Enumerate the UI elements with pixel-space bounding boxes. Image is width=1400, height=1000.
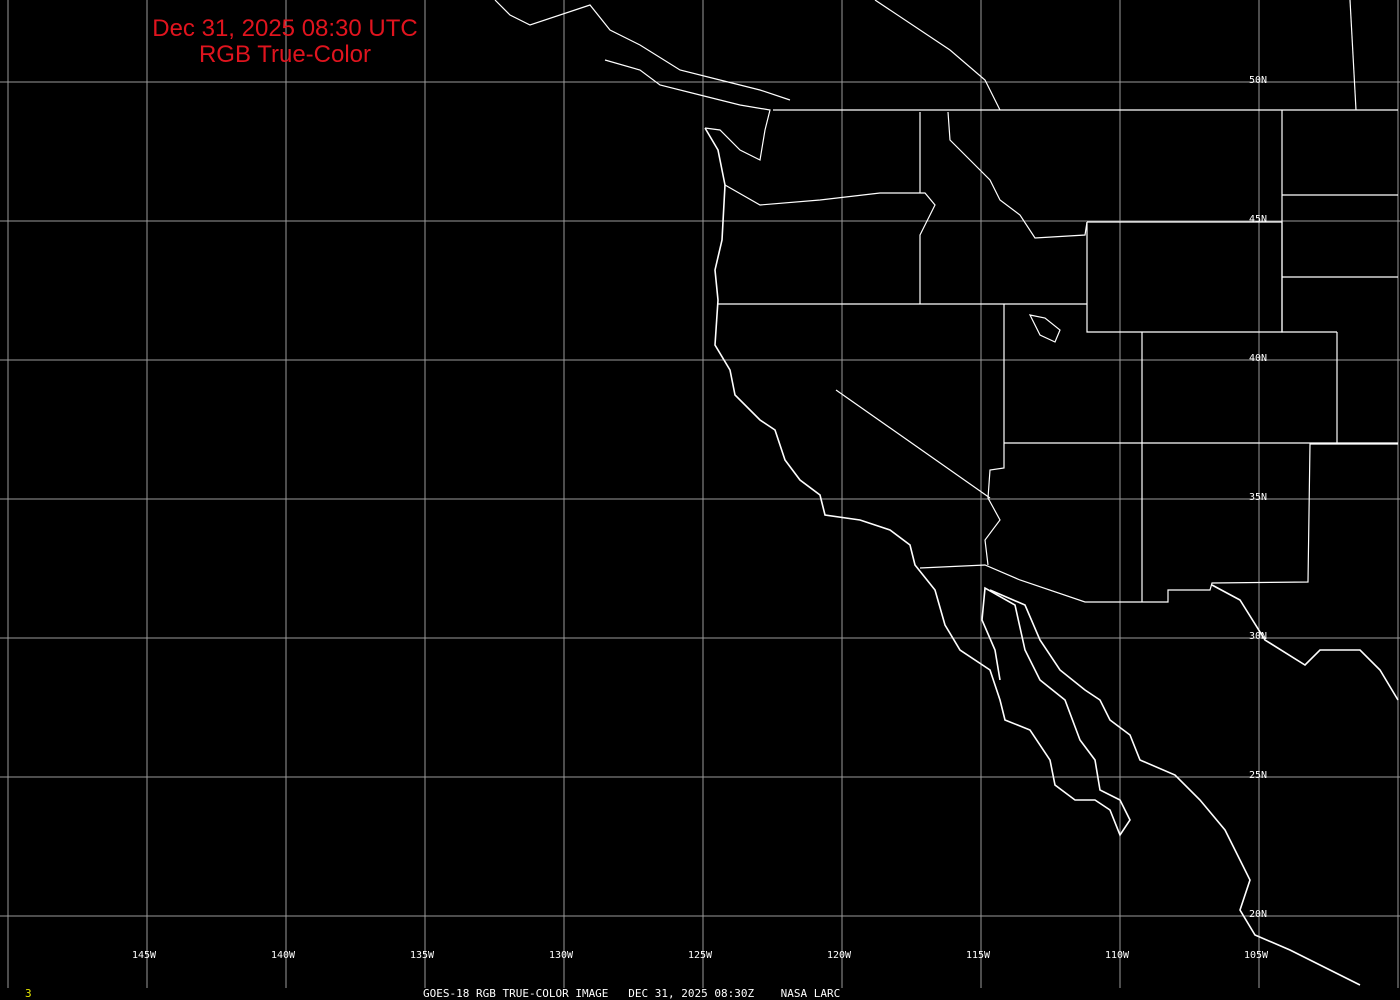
canada-inland	[874, 0, 1001, 111]
longitude-label: 130W	[549, 950, 574, 961]
title-product: RGB True-Color	[198, 41, 372, 68]
west-coast	[704, 127, 1131, 837]
great-salt-lake	[1028, 314, 1061, 343]
latitude-label: 50N	[1249, 75, 1268, 86]
longitude-label: 105W	[1244, 950, 1269, 961]
gulf-coast	[1211, 584, 1399, 701]
longitude-label: 120W	[827, 950, 852, 961]
latitude-label: 35N	[1249, 492, 1268, 503]
longitude-label: 145W	[132, 950, 157, 961]
footer-caption: GOES-18 RGB TRUE-COLOR IMAGE DEC 31, 202…	[423, 987, 841, 1000]
wy-border	[1086, 221, 1283, 333]
longitude-label: 115W	[966, 950, 991, 961]
canada-coast	[604, 59, 771, 161]
longitude-label: 135W	[410, 950, 435, 961]
us-mexico-border	[919, 443, 1398, 603]
latitude-label: 25N	[1249, 770, 1268, 781]
dakotas-border	[1281, 110, 1337, 333]
title-datetime: Dec 31, 2025 08:30 UTC	[152, 15, 418, 42]
bc-coast	[494, 0, 791, 101]
longitude-label: 110W	[1105, 950, 1130, 961]
latitude-label: 30N	[1249, 631, 1268, 642]
longitude-label: 140W	[271, 950, 296, 961]
id-mt-border	[947, 111, 1088, 239]
longitude-label: 125W	[688, 950, 713, 961]
frame-number: 3	[25, 987, 32, 1000]
canada-provinces	[1349, 0, 1357, 111]
latitude-label: 20N	[1249, 909, 1268, 920]
latitude-label: 40N	[1249, 353, 1268, 364]
ca-nv-diagonal	[835, 389, 991, 499]
coastlines-and-borders	[494, 0, 1399, 986]
latitude-label: 45N	[1249, 214, 1268, 225]
mexico-mainland-coast	[989, 589, 1361, 986]
nv-ut-border	[984, 304, 1005, 566]
wa-or-border	[724, 184, 936, 304]
